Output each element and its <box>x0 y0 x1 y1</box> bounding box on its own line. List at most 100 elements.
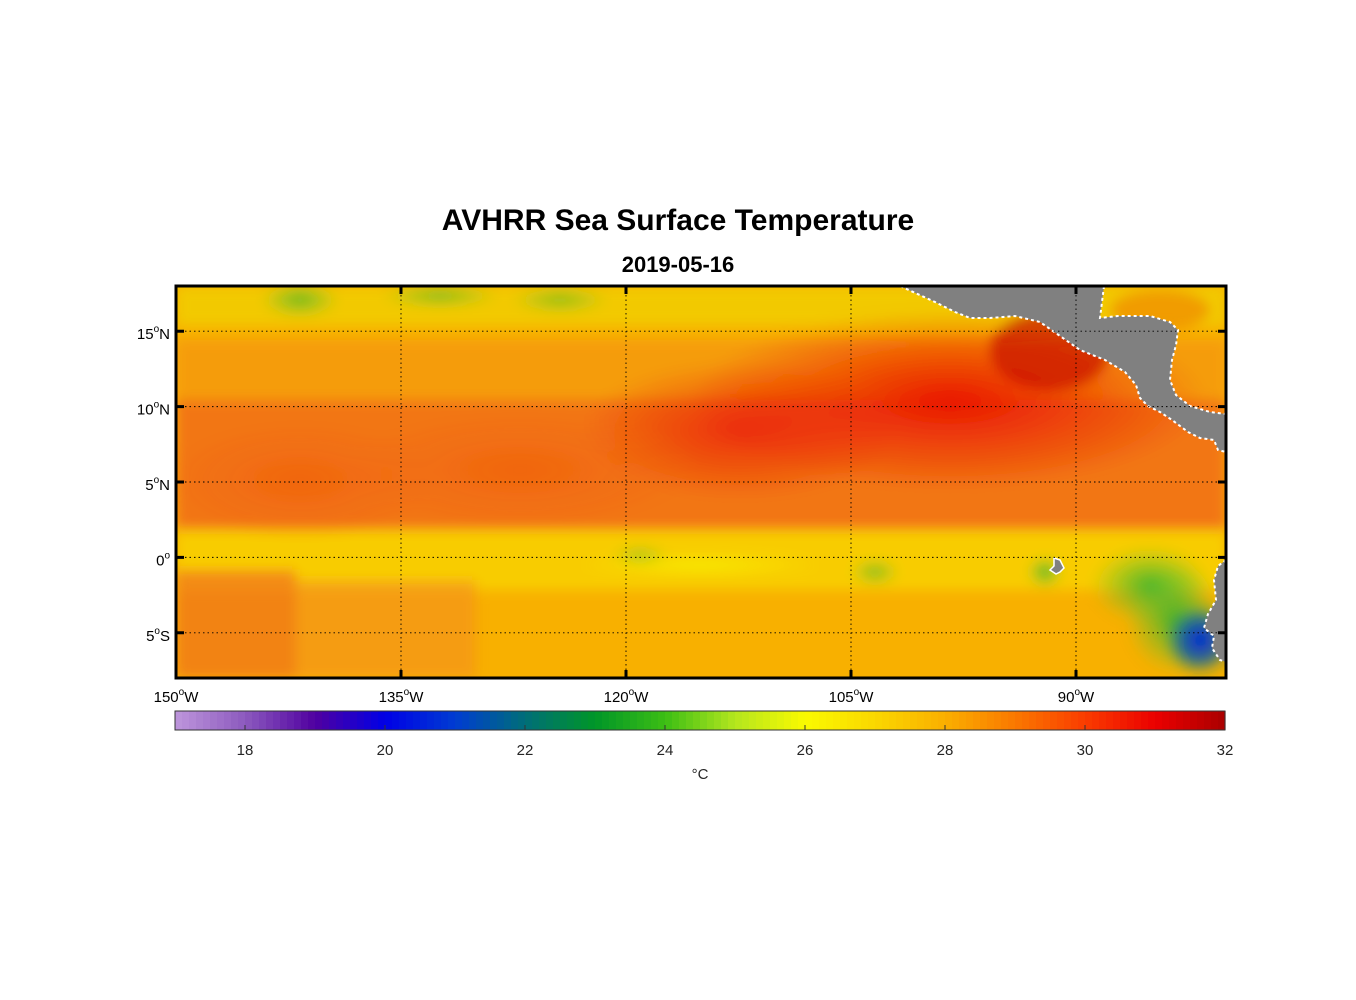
colorbar-swatch <box>182 711 190 730</box>
colorbar-swatch <box>280 711 288 730</box>
colorbar-swatch <box>511 711 519 730</box>
colorbar-swatch <box>854 711 862 730</box>
colorbar-swatch <box>553 711 561 730</box>
colorbar-swatch <box>1106 711 1114 730</box>
colorbar-swatch <box>217 711 225 730</box>
colorbar-units-label: °C <box>692 766 709 783</box>
latitude-labels: 15oN 10oN 5oN 0o 5oS <box>137 324 171 645</box>
colorbar-swatch <box>1078 711 1086 730</box>
colorbar-swatch <box>672 711 680 730</box>
colorbar-swatch <box>812 711 820 730</box>
colorbar-swatch <box>826 711 834 730</box>
colorbar-swatch <box>973 711 981 730</box>
colorbar-swatch <box>917 711 925 730</box>
colorbar-swatch <box>658 711 666 730</box>
colorbar-swatch <box>1092 711 1100 730</box>
colorbar-swatch <box>1218 711 1226 730</box>
colorbar-swatch <box>1057 711 1065 730</box>
colorbar-swatch <box>602 711 610 730</box>
colorbar-tick-label: 22 <box>517 742 534 759</box>
colorbar-swatch <box>1085 711 1093 730</box>
colorbar-swatch <box>1127 711 1135 730</box>
colorbar-swatch <box>539 711 547 730</box>
colorbar-swatch <box>378 711 386 730</box>
colorbar-swatch <box>322 711 330 730</box>
colorbar-swatch <box>350 711 358 730</box>
colorbar-swatch <box>1120 711 1128 730</box>
colorbar-tick-label: 26 <box>797 742 814 759</box>
colorbar-swatch <box>1015 711 1023 730</box>
colorbar-swatch <box>1183 711 1191 730</box>
colorbar-tick-label: 20 <box>377 742 394 759</box>
colorbar-swatch <box>637 711 645 730</box>
colorbar-swatch <box>560 711 568 730</box>
colorbar-swatch <box>490 711 498 730</box>
colorbar-swatch <box>1022 711 1030 730</box>
colorbar-swatch <box>651 711 659 730</box>
colorbar-swatch <box>308 711 316 730</box>
colorbar-swatch <box>1141 711 1149 730</box>
colorbar-swatch <box>889 711 897 730</box>
colorbar-swatch <box>336 711 344 730</box>
colorbar-swatch <box>406 711 414 730</box>
colorbar-swatch <box>427 711 435 730</box>
colorbar-swatch <box>203 711 211 730</box>
colorbar-swatch <box>1211 711 1219 730</box>
colorbar-swatch <box>196 711 204 730</box>
colorbar-swatch <box>546 711 554 730</box>
colorbar-tick-label: 30 <box>1077 742 1094 759</box>
colorbar-swatch <box>476 711 484 730</box>
colorbar-swatch <box>413 711 421 730</box>
lat-tick-label: 5oS <box>146 626 170 645</box>
map-subtitle: 2019-05-16 <box>621 252 735 277</box>
colorbar-swatch <box>595 711 603 730</box>
colorbar-swatch <box>294 711 302 730</box>
colorbar-swatch <box>273 711 281 730</box>
colorbar-swatch <box>581 711 589 730</box>
colorbar-swatch <box>756 711 764 730</box>
colorbar-swatch <box>287 711 295 730</box>
land-south-america <box>1202 558 1226 664</box>
colorbar-swatch <box>252 711 260 730</box>
land-galapagos <box>1048 556 1065 575</box>
colorbar-swatch <box>1071 711 1079 730</box>
colorbar-swatch <box>1036 711 1044 730</box>
colorbar-swatch <box>721 711 729 730</box>
colorbar-swatch <box>1113 711 1121 730</box>
colorbar-swatch <box>399 711 407 730</box>
colorbar-swatch <box>665 711 673 730</box>
colorbar-swatch <box>210 711 218 730</box>
colorbar-swatch <box>315 711 323 730</box>
colorbar-swatch <box>896 711 904 730</box>
colorbar-swatch <box>924 711 932 730</box>
colorbar-swatch <box>770 711 778 730</box>
colorbar-swatch <box>798 711 806 730</box>
colorbar-swatch <box>910 711 918 730</box>
colorbar-swatch <box>868 711 876 730</box>
colorbar-swatch <box>532 711 540 730</box>
colorbar-swatch <box>448 711 456 730</box>
colorbar-swatch <box>1043 711 1051 730</box>
colorbar-swatch <box>700 711 708 730</box>
colorbar-swatch <box>462 711 470 730</box>
tick-marks <box>174 286 1226 678</box>
colorbar-swatch <box>994 711 1002 730</box>
colorbar-swatch <box>931 711 939 730</box>
colorbar-swatch <box>483 711 491 730</box>
colorbar-swatch <box>1169 711 1177 730</box>
colorbar-swatch <box>903 711 911 730</box>
colorbar-swatch <box>1155 711 1163 730</box>
colorbar-swatch <box>861 711 869 730</box>
colorbar-swatch <box>497 711 505 730</box>
colorbar-swatch <box>882 711 890 730</box>
colorbar-swatch <box>714 711 722 730</box>
colorbar-swatch <box>945 711 953 730</box>
colorbar-tick-label: 24 <box>657 742 674 759</box>
longitude-labels: 150oW 135oW 120oW 105oW 90oW <box>154 687 1095 706</box>
colorbar-swatch <box>875 711 883 730</box>
colorbar-swatch <box>245 711 253 730</box>
map-title: AVHRR Sea Surface Temperature <box>441 204 915 237</box>
colorbar-swatch <box>266 711 274 730</box>
colorbar-swatch <box>749 711 757 730</box>
